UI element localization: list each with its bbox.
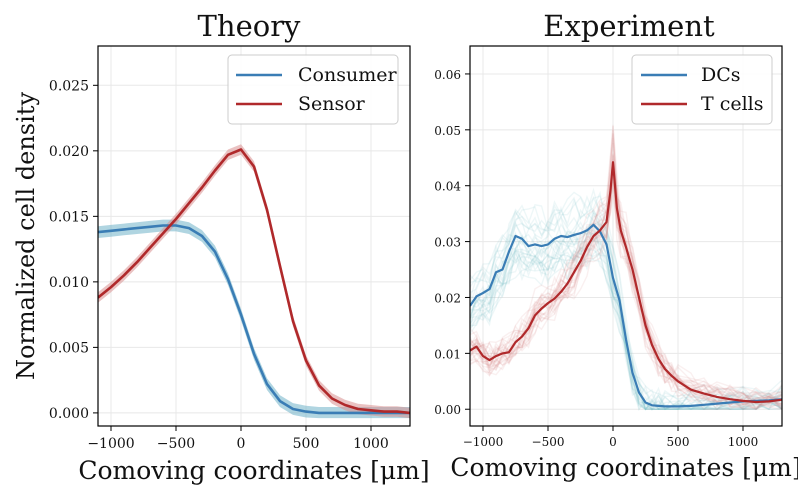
dcs-trace (470, 208, 782, 410)
sensor-line (98, 148, 410, 415)
dcs-trace (470, 243, 782, 410)
experiment-xtick-label: 0 (609, 435, 617, 449)
theory-axes-frame (97, 45, 411, 427)
dcs-trace (470, 252, 782, 410)
dcs-trace (470, 226, 782, 411)
theory-xlabel: Comoving coordinates [μm] (78, 456, 429, 485)
experiment-xtick-label: −1000 (463, 435, 504, 449)
experiment-xtick-label: 1000 (728, 435, 759, 449)
t-cells-trace (470, 124, 782, 406)
dcs-trace (470, 191, 782, 411)
theory-ytick-label: 0.005 (49, 340, 89, 356)
experiment-panel: Experiment −1000 −500 0 500 1000 0.00 0.01 0.02… (434, 9, 798, 482)
experiment-traces (470, 124, 782, 412)
experiment-ytick-label: 0.04 (434, 180, 461, 194)
dcs-trace (470, 194, 782, 412)
t-cells-trace (470, 161, 782, 409)
experiment-title: Experiment (543, 9, 715, 43)
dcs-trace (470, 220, 782, 411)
dcs-trace (470, 247, 782, 411)
experiment-lines (470, 161, 782, 408)
experiment-legend: DCs T cells (631, 54, 773, 125)
theory-bands (98, 144, 410, 419)
dcs-line (470, 223, 782, 408)
theory-xtick-label: 1000 (353, 436, 389, 452)
t-cells-trace (470, 155, 782, 410)
experiment-ytick-label: 0.02 (434, 291, 461, 305)
dcs-trace (470, 239, 782, 411)
theory-ticks: −1000 −500 0 500 1000 0.000 0.005 0.010 0.015 0.0… (49, 78, 389, 452)
dcs-trace (470, 195, 782, 411)
theory-panel: Theory −1000 −500 0 500 1000 0.000 0.005 0.010 0… (12, 9, 430, 485)
experiment-ticks: −1000 −500 0 500 1000 0.00 0.01 0.02 0.03 0.04 0.0… (434, 68, 758, 449)
experiment-ytick-label: 0.03 (434, 236, 461, 250)
dcs-trace (470, 230, 782, 411)
dcs-trace (470, 190, 782, 410)
t-cells-trace (470, 176, 782, 410)
dcs-trace (470, 209, 782, 410)
theory-ytick-label: 0.020 (49, 144, 89, 160)
t-cells-trace (470, 162, 782, 407)
experiment-xtick-label: 500 (667, 435, 690, 449)
dcs-trace (470, 246, 782, 411)
dcs-trace (470, 245, 782, 411)
theory-xtick-label: −500 (157, 436, 195, 452)
dcs-trace (470, 231, 782, 411)
t-cells-trace (470, 172, 782, 405)
theory-legend: Consumer Sensor (227, 54, 399, 125)
t-cells-trace (470, 155, 782, 408)
t-cells-trace (470, 168, 782, 405)
theory-title: Theory (198, 9, 302, 43)
dcs-trace (470, 251, 782, 411)
t-cells-trace (470, 153, 782, 408)
theory-ytick-label: 0.000 (49, 406, 89, 422)
theory-ytick-label: 0.025 (49, 78, 89, 94)
theory-xtick-label: 500 (293, 436, 320, 452)
theory-ytick-label: 0.015 (49, 209, 89, 225)
t-cells-trace (470, 158, 782, 409)
experiment-xlabel: Comoving coordinates [μm] (450, 453, 798, 482)
theory-xtick-label: 0 (237, 436, 246, 452)
t-cells-trace (470, 171, 782, 407)
t-cells-trace (470, 166, 782, 409)
t-cells-trace (470, 143, 782, 406)
sensor-uncertainty-band (98, 144, 410, 419)
dcs-trace (470, 208, 782, 411)
t-cells-trace (470, 164, 782, 410)
experiment-ytick-label: 0.00 (434, 403, 461, 417)
legend-sensor-label: Sensor (298, 93, 366, 115)
theory-legend-box (227, 54, 399, 125)
experiment-ytick-label: 0.05 (434, 124, 461, 138)
theory-xtick-label: −1000 (87, 436, 134, 452)
experiment-ytick-label: 0.01 (434, 347, 461, 361)
dcs-trace (470, 224, 782, 411)
experiment-axes-frame (469, 45, 783, 427)
dcs-trace (470, 232, 782, 411)
dcs-trace (470, 222, 782, 410)
t-cells-trace (470, 137, 782, 402)
legend-dcs-label: DCs (701, 64, 741, 86)
t-cells-trace (470, 160, 782, 410)
legend-tcells-label: T cells (701, 93, 764, 115)
theory-ylabel: Normalized cell density (12, 92, 40, 380)
experiment-ytick-label: 0.06 (434, 68, 461, 82)
t-cells-trace (470, 177, 782, 411)
t-cells-trace (470, 162, 782, 407)
experiment-xtick-label: −500 (532, 435, 565, 449)
consumer-line (98, 224, 410, 415)
legend-consumer-label: Consumer (298, 64, 397, 86)
theory-ytick-label: 0.010 (49, 275, 89, 291)
t-cells-trace (470, 125, 782, 406)
experiment-legend-box (631, 54, 773, 125)
dcs-trace (470, 212, 782, 411)
t-cells-trace (470, 181, 782, 410)
t-cells-trace (470, 164, 782, 406)
t-cells-line (470, 161, 782, 404)
dcs-trace (470, 230, 782, 410)
theory-lines (98, 148, 410, 415)
t-cells-trace (470, 153, 782, 410)
t-cells-trace (470, 177, 782, 410)
